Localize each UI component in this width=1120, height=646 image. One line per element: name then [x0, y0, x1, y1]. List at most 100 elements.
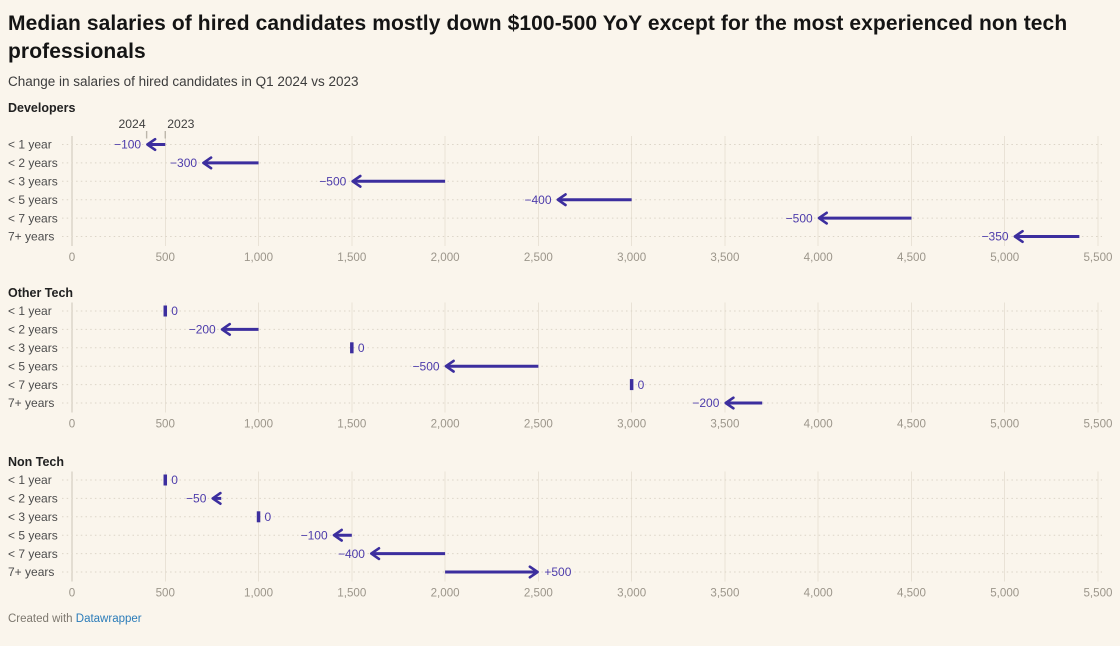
- row-label: < 5 years: [8, 193, 58, 207]
- arrow-head: [724, 396, 735, 410]
- axis-tick-label: 3,500: [710, 418, 739, 431]
- axis-tick-label: 1,000: [244, 251, 273, 264]
- axis-tick-label: 2,000: [431, 251, 460, 264]
- axis-tick-label: 5,500: [1083, 251, 1112, 264]
- axis-tick-label: 1,000: [244, 418, 273, 431]
- change-label: −400: [338, 547, 365, 561]
- change-label: −50: [186, 492, 207, 506]
- axis-tick-label: 3,500: [710, 587, 739, 600]
- change-label: −500: [786, 211, 813, 225]
- change-label: −400: [524, 193, 551, 207]
- change-label: −300: [170, 156, 197, 170]
- axis-tick-label: 500: [156, 251, 175, 264]
- column-label-2023: 2023: [167, 117, 194, 131]
- panel-title: Developers: [8, 101, 76, 115]
- axis-tick-label: 4,500: [897, 587, 926, 600]
- change-label: −200: [189, 323, 216, 337]
- chart-page: Median salaries of hired candidates most…: [0, 12, 1120, 627]
- axis-tick-label: 5,000: [990, 251, 1019, 264]
- change-label: −500: [319, 175, 346, 189]
- axis-tick-label: 2,500: [524, 251, 553, 264]
- row-label: < 1 year: [8, 304, 52, 318]
- arrow-head: [1013, 229, 1024, 244]
- arrow-head: [556, 193, 567, 207]
- arrow-head: [817, 211, 828, 225]
- axis-tick-label: 5,500: [1083, 587, 1112, 600]
- arrow-head: [351, 174, 362, 188]
- row-label: < 3 years: [8, 510, 58, 524]
- axis-tick-label: 5,000: [990, 587, 1019, 600]
- arrow-head: [146, 137, 157, 152]
- arrow-head: [369, 547, 381, 561]
- axis-tick-label: 1,000: [244, 587, 273, 600]
- developers-arrow-chart: 0 500 1,000 1,500 2,000 2,500 3,000 3,500 4,000 4…: [8, 117, 1113, 264]
- other-tech-arrow-chart: 0 500 1,000 1,500 2,000 2,500 3,000 3,500 4,000 4…: [8, 302, 1113, 431]
- change-label: 0: [358, 341, 365, 355]
- no-change-marker: [163, 474, 168, 486]
- row-label: < 1 year: [8, 473, 52, 487]
- axis-tick-label: 500: [156, 587, 175, 600]
- row-label: < 5 years: [8, 528, 58, 542]
- arrow-head: [220, 322, 232, 336]
- non-tech-arrow-chart: 0 500 1,000 1,500 2,000 2,500 3,000 3,500 4,000 4…: [8, 471, 1113, 600]
- row-label: 7+ years: [8, 565, 54, 579]
- row-label: < 7 years: [8, 211, 58, 225]
- axis-tick-label: 1,500: [337, 587, 366, 600]
- panel-developers: Developers 0 500 1,000 1,500 2,000 2,500 3,000…: [0, 101, 1120, 267]
- panel-title: Non Tech: [8, 455, 65, 469]
- axis-tick-label: 1,500: [337, 418, 366, 431]
- no-change-marker: [163, 305, 168, 317]
- datawrapper-link[interactable]: Datawrapper: [75, 613, 142, 625]
- change-label: +500: [544, 565, 571, 579]
- axis-tick-label: 3,000: [617, 418, 646, 431]
- axis-tick-label: 500: [156, 418, 175, 431]
- axis-tick-label: 3,500: [710, 251, 739, 264]
- row-label: < 5 years: [8, 359, 58, 373]
- change-label: 0: [638, 378, 645, 392]
- axis-tick-label: 1,500: [337, 251, 366, 264]
- axis-tick-label: 0: [69, 418, 75, 431]
- axis-tick-label: 4,000: [804, 418, 833, 431]
- axis-tick-label: 4,000: [804, 587, 833, 600]
- change-label: −100: [114, 138, 141, 152]
- change-label: 0: [171, 304, 178, 318]
- row-label: < 2 years: [8, 492, 58, 506]
- panel-title: Other Tech: [8, 286, 74, 300]
- axis-tick-label: 4,500: [897, 418, 926, 431]
- row-label: < 7 years: [8, 547, 58, 561]
- axis-tick-label: 0: [69, 587, 75, 600]
- change-label: −100: [301, 528, 328, 542]
- arrow-head: [528, 565, 539, 579]
- axis-tick-label: 5,000: [990, 418, 1019, 431]
- axis-tick-label: 3,000: [617, 251, 646, 264]
- row-label: < 2 years: [8, 323, 58, 337]
- row-label: 7+ years: [8, 396, 54, 410]
- arrow-head: [444, 359, 455, 373]
- no-change-marker: [629, 379, 634, 391]
- axis-tick-label: 5,500: [1083, 418, 1112, 431]
- row-label: < 7 years: [8, 378, 58, 392]
- change-label: 0: [171, 473, 178, 487]
- axis-tick-label: 2,500: [524, 587, 553, 600]
- axis-tick-label: 4,500: [897, 251, 926, 264]
- change-label: −350: [982, 230, 1009, 244]
- chart-subtitle: Change in salaries of hired candidates i…: [8, 74, 359, 89]
- change-label: −200: [692, 396, 719, 410]
- no-change-marker: [350, 342, 354, 354]
- axis-tick-label: 2,000: [431, 418, 460, 431]
- footer-credit: Created with Datawrapper: [8, 612, 1112, 627]
- chart-title: Median salaries of hired candidates most…: [8, 12, 1068, 63]
- footer-credit-text: Created with: [8, 613, 76, 625]
- no-change-marker: [256, 511, 261, 523]
- row-label: < 3 years: [8, 175, 58, 189]
- row-label: < 1 year: [8, 138, 52, 152]
- column-label-2024: 2024: [118, 117, 145, 131]
- arrow-head: [332, 528, 343, 542]
- axis-tick-label: 2,000: [431, 587, 460, 600]
- row-label: < 2 years: [8, 156, 58, 170]
- row-label: < 3 years: [8, 341, 58, 355]
- change-label: 0: [265, 510, 272, 524]
- change-label: −500: [413, 359, 440, 373]
- panel-other-tech: Other Tech 0 500 1,000 1,500 2,000 2,500 3,000…: [0, 286, 1120, 434]
- axis-tick-label: 2,500: [524, 418, 553, 431]
